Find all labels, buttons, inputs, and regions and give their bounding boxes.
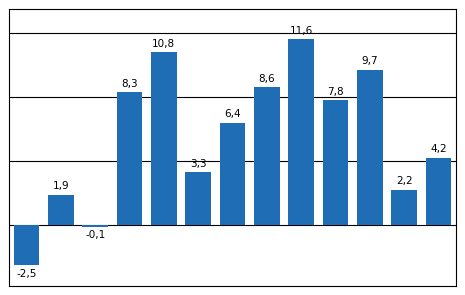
Text: 3,3: 3,3 — [190, 159, 206, 169]
Text: -0,1: -0,1 — [85, 230, 105, 240]
Bar — [151, 52, 177, 225]
Text: 9,7: 9,7 — [362, 56, 378, 66]
Text: 8,3: 8,3 — [121, 79, 138, 89]
Text: 4,2: 4,2 — [430, 144, 447, 154]
Text: 2,2: 2,2 — [396, 176, 412, 186]
Text: 7,8: 7,8 — [327, 87, 344, 97]
Bar — [288, 39, 314, 225]
Bar — [254, 87, 280, 225]
Bar — [82, 225, 108, 227]
Bar — [357, 70, 383, 225]
Bar — [425, 158, 452, 225]
Bar — [117, 92, 142, 225]
Bar — [219, 123, 246, 225]
Text: 8,6: 8,6 — [259, 74, 275, 84]
Bar — [13, 225, 40, 265]
Text: 10,8: 10,8 — [152, 39, 175, 49]
Bar — [392, 190, 417, 225]
Text: 11,6: 11,6 — [290, 26, 313, 36]
Bar — [323, 100, 348, 225]
Text: -2,5: -2,5 — [16, 269, 37, 279]
Text: 6,4: 6,4 — [224, 109, 241, 119]
Text: 1,9: 1,9 — [53, 181, 69, 191]
Bar — [185, 172, 211, 225]
Bar — [48, 195, 73, 225]
